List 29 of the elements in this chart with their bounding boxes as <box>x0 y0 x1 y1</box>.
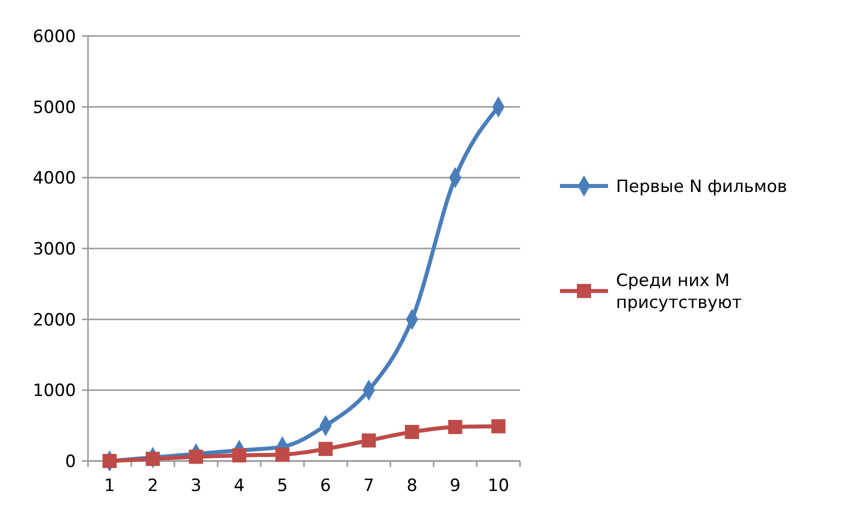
x-tick-label: 7 <box>363 476 374 496</box>
x-tick-label: 9 <box>450 476 461 496</box>
x-tick-label: 6 <box>320 476 332 496</box>
y-tick-label: 0 <box>65 452 76 472</box>
y-tick-label: 6000 <box>32 26 76 47</box>
point <box>362 433 376 448</box>
y-tick-label: 1000 <box>32 381 76 402</box>
y-tick-label: 3000 <box>32 239 76 260</box>
point <box>448 420 462 434</box>
point <box>404 424 420 440</box>
legend-label: Среди них M присутствуют <box>616 270 742 313</box>
x-tick-label: 4 <box>234 476 245 496</box>
point <box>188 450 204 464</box>
point <box>232 448 246 462</box>
x-tick-label: 2 <box>147 476 158 496</box>
x-tick-label: 3 <box>190 476 202 496</box>
point <box>318 442 333 456</box>
y-tick-label: 5000 <box>32 98 76 118</box>
y-tick-label: 4000 <box>32 168 76 189</box>
point <box>102 454 117 468</box>
legend-label: Первые N фильмов <box>616 176 788 197</box>
x-tick-label: 1 <box>104 476 116 496</box>
x-tick-label: 5 <box>276 476 288 496</box>
point <box>146 452 160 466</box>
point <box>491 419 506 434</box>
point <box>275 448 290 462</box>
y-tick-label: 2000 <box>32 310 76 330</box>
x-tick-label: 8 <box>406 476 418 496</box>
x-tick-label: 10 <box>488 476 510 496</box>
